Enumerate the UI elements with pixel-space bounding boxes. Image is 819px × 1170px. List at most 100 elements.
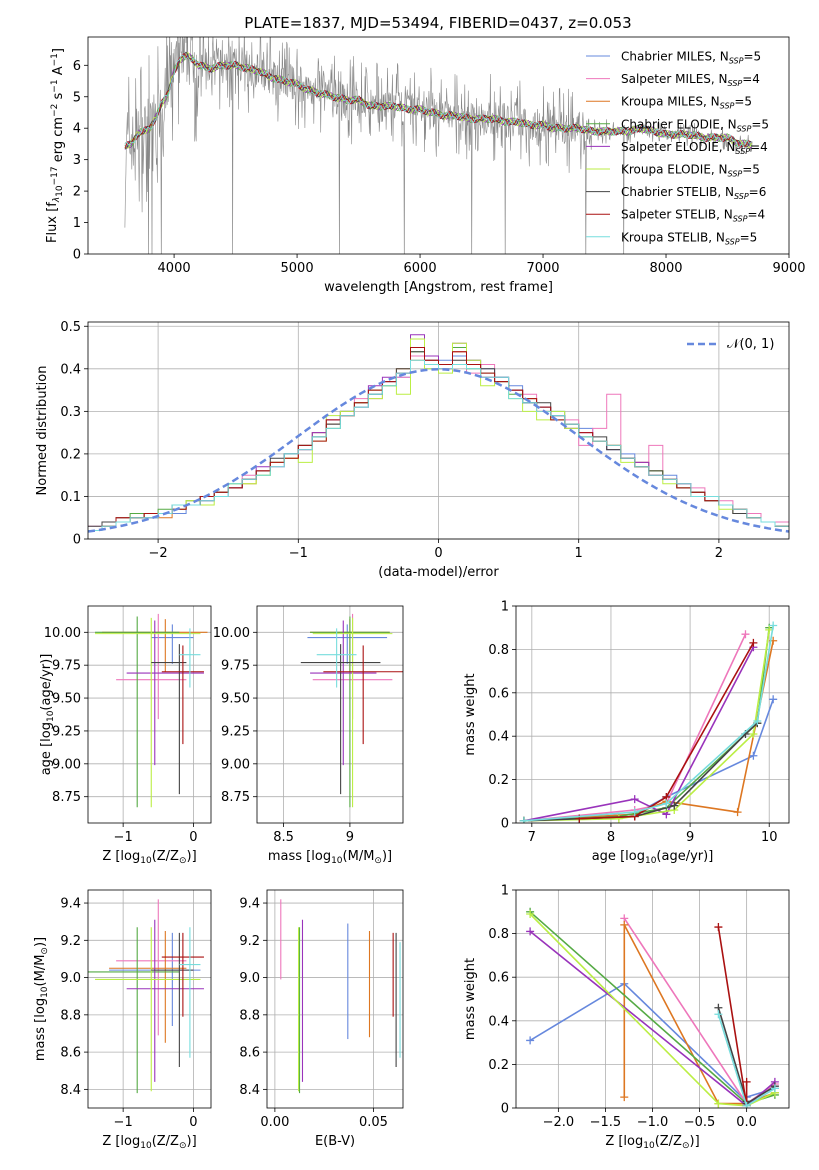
y-tick-label: 0.4 [60, 362, 81, 377]
label-part: (age/yr)] [39, 654, 54, 711]
legend-label: Salpeter STELIB, NSSP=4 [621, 208, 765, 224]
y-tick-label: 0.2 [488, 773, 509, 788]
x-tick-label: 0 [189, 830, 197, 845]
plot-area [88, 899, 204, 1094]
legend-label: Chabrier ELODIE, NSSP=5 [621, 117, 769, 133]
plus-marker [769, 695, 778, 704]
y-tick-label: 10.00 [213, 626, 250, 641]
legend-label: Kroupa MILES, NSSP=5 [621, 95, 752, 111]
x-axis-label: (data-model)/error [378, 565, 499, 580]
x-tick-label: 9 [686, 830, 694, 845]
point-kroupa-miles [109, 930, 187, 1043]
y-tick-label: 4 [73, 122, 81, 137]
legend-text: =6 [749, 185, 767, 199]
y-tick-label: 9.0 [239, 971, 260, 986]
legend-subscript: SSP [737, 124, 752, 133]
y-tick-label: 0.4 [488, 730, 509, 745]
model-spectrum-salpeter-stelib [124, 53, 752, 149]
plus-marker [526, 909, 535, 918]
label-part: Z [log [605, 1134, 643, 1149]
model-spectrum-kroupa-stelib [124, 54, 752, 148]
label-part: λ [52, 197, 62, 203]
x-axis-label: age [log10(age/yr)] [592, 849, 714, 866]
label-part: 10 [140, 856, 152, 866]
plus-marker [630, 808, 639, 817]
x-tick-label: 8000 [649, 261, 682, 276]
plus-marker [714, 1099, 723, 1108]
label-part: age [log [39, 722, 54, 775]
y-tick-label: 10.00 [44, 626, 81, 641]
legend-text: Salpeter STELIB, N [621, 208, 733, 222]
y-tick-label: 9.50 [52, 692, 81, 707]
legend-text: =4 [742, 72, 760, 86]
y-tick-label: 1 [501, 884, 509, 899]
legend-label: Kroupa ELODIE, NSSP=5 [621, 163, 760, 179]
y-axis-label: Normed distribution [35, 366, 50, 496]
point-kroupa-stelib [179, 927, 201, 1058]
x-axis-label: Z [log10(Z/Z⊙)] [102, 1134, 196, 1151]
label-part: (Z/Z [152, 1134, 179, 1149]
y-tick-label: 5 [73, 90, 81, 105]
panel-z-vs-mass: −1 08.48.68.89.09.29.4Z [log10(Z/Z⊙)]mass… [33, 889, 212, 1151]
y-tick-label: 0.4 [488, 1014, 509, 1029]
panel-ebv-vs-mass: 0.00 0.05 8.4 8.6 8.8 9.0 9.2 9.4 E(B-V) [239, 889, 404, 1149]
legend-subscript: SSP [733, 215, 748, 224]
legend-text: =5 [743, 50, 761, 64]
point-kroupa-stelib [316, 628, 357, 688]
label-part: (age/yr)] [656, 849, 713, 864]
y-tick-label: 9.00 [221, 757, 250, 772]
label-part: )] [187, 849, 197, 864]
x-axis-label: Z [log10(Z/Z⊙)] [102, 849, 196, 866]
x-tick-label: 8 [607, 830, 615, 845]
label-part: ⊙ [179, 856, 187, 866]
y-tick-label: 0.8 [488, 927, 509, 942]
legend-text: Chabrier MILES, N [621, 50, 729, 64]
y-tick-label: 0.6 [488, 686, 509, 701]
y-tick-label: 9.00 [52, 757, 81, 772]
y-tick-label: 8.4 [239, 1083, 260, 1098]
histogram-kroupa-stelib [88, 359, 789, 531]
x-tick-label: 5000 [281, 261, 314, 276]
x-tick-label: −1 [114, 830, 133, 845]
series-line [579, 642, 755, 820]
y-tick-label: 0 [501, 817, 509, 832]
plus-marker [714, 1010, 723, 1019]
y-tick-label: 9.2 [239, 934, 260, 949]
point-chabrier-miles [307, 624, 388, 664]
y-tick-label: 8.75 [52, 790, 81, 805]
legend-text: Chabrier ELODIE, N [621, 117, 737, 131]
y-tick-label: 8.75 [221, 790, 250, 805]
legend-label: Kroupa STELIB, NSSP=5 [621, 230, 757, 246]
label-part: ⊙ [179, 1141, 187, 1151]
y-tick-label: 9.25 [52, 724, 81, 739]
y-tick-label: 3 [73, 153, 81, 168]
y-tick-label: 2 [73, 185, 81, 200]
point-chabrier-stelib [300, 644, 381, 795]
x-tick-label: 0.0 [736, 1115, 757, 1130]
point-kroupa-elodie [312, 617, 393, 808]
point-chabrier-elodie [88, 927, 180, 1094]
plot-area [124, 37, 753, 254]
label-part: 10 [140, 1141, 152, 1151]
plus-marker [742, 1077, 751, 1086]
x-tick-label: 8.5 [273, 830, 294, 845]
panel-spectrum: 4000 5000 6000 7000 8000 9000 0 1 2 3 4 5 6 wavelengt… [45, 36, 806, 295]
legend-text: =5 [751, 117, 769, 131]
label-part: 10 [643, 1141, 655, 1151]
plot-area [300, 613, 403, 808]
y-axis-label: mass [log10(M/M⊙)] [33, 937, 50, 1061]
label-part: 10 [40, 986, 50, 998]
y-axis-label: mass weight [463, 673, 478, 755]
point-kroupa-elodie [95, 617, 201, 808]
y-tick-label: 8.8 [239, 1008, 260, 1023]
x-tick-label: −1 [289, 546, 308, 561]
label-part: )] [33, 937, 48, 947]
y-tick-label: 6 [73, 59, 81, 74]
plus-marker [662, 799, 671, 808]
label-part: (M/M [33, 955, 48, 987]
label-part: 10 [55, 185, 65, 197]
label-part: )] [382, 849, 392, 864]
series-kroupa-stelib [714, 1010, 779, 1108]
legend-text: Chabrier STELIB, N [621, 185, 734, 199]
